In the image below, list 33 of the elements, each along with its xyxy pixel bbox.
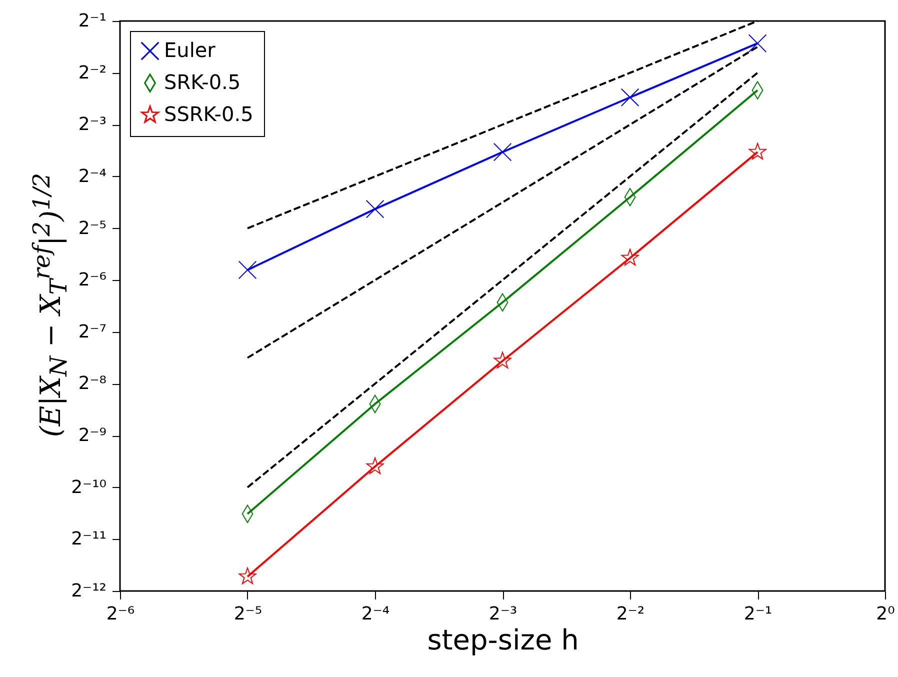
point: [238, 260, 257, 280]
point: [620, 88, 640, 107]
point: [494, 352, 512, 368]
x-tick-label: 2⁻⁶: [106, 604, 135, 624]
y-tick-label: 2⁻⁴: [78, 166, 106, 187]
legend-label: Euler: [164, 38, 216, 62]
point: [366, 457, 384, 474]
point: [621, 248, 639, 266]
point: [748, 142, 766, 160]
y-tick-label: 2⁻²: [78, 62, 106, 84]
y-tick-label: 2⁻⁷: [78, 321, 106, 342]
x-tick-label: 2⁻³: [488, 604, 518, 624]
y-tick-label: 2⁻¹¹: [71, 528, 106, 550]
legend-label: SSRK-0.5: [164, 102, 254, 126]
point: [493, 142, 512, 162]
y-tick-label: 2⁻¹⁰: [71, 476, 106, 498]
point: [238, 567, 256, 584]
x-tick-label: 2⁻¹: [744, 604, 772, 624]
y-tick-label: 2⁻¹: [78, 10, 106, 32]
x-tick-label: 2⁻²: [616, 604, 645, 624]
y-tick-label: 2⁻⁵: [78, 218, 106, 239]
x-tick-label: 2⁻⁵: [234, 604, 262, 624]
point: [366, 200, 384, 218]
y-tick-label: 2⁻⁹: [78, 425, 106, 446]
y-tick-label: 2⁻³: [78, 114, 106, 136]
x-tick-label: 2⁰: [876, 604, 895, 624]
y-tick-label: 2⁻⁶: [78, 270, 106, 291]
y-tick-label: 2⁻¹²: [71, 580, 106, 602]
legend-label: SRK-0.5: [164, 70, 241, 94]
x-axis-title: step-size h: [427, 624, 579, 656]
x-tick-label: 2⁻⁴: [361, 604, 390, 624]
y-tick-label: 2⁻⁸: [78, 373, 106, 394]
point: [748, 34, 767, 52]
